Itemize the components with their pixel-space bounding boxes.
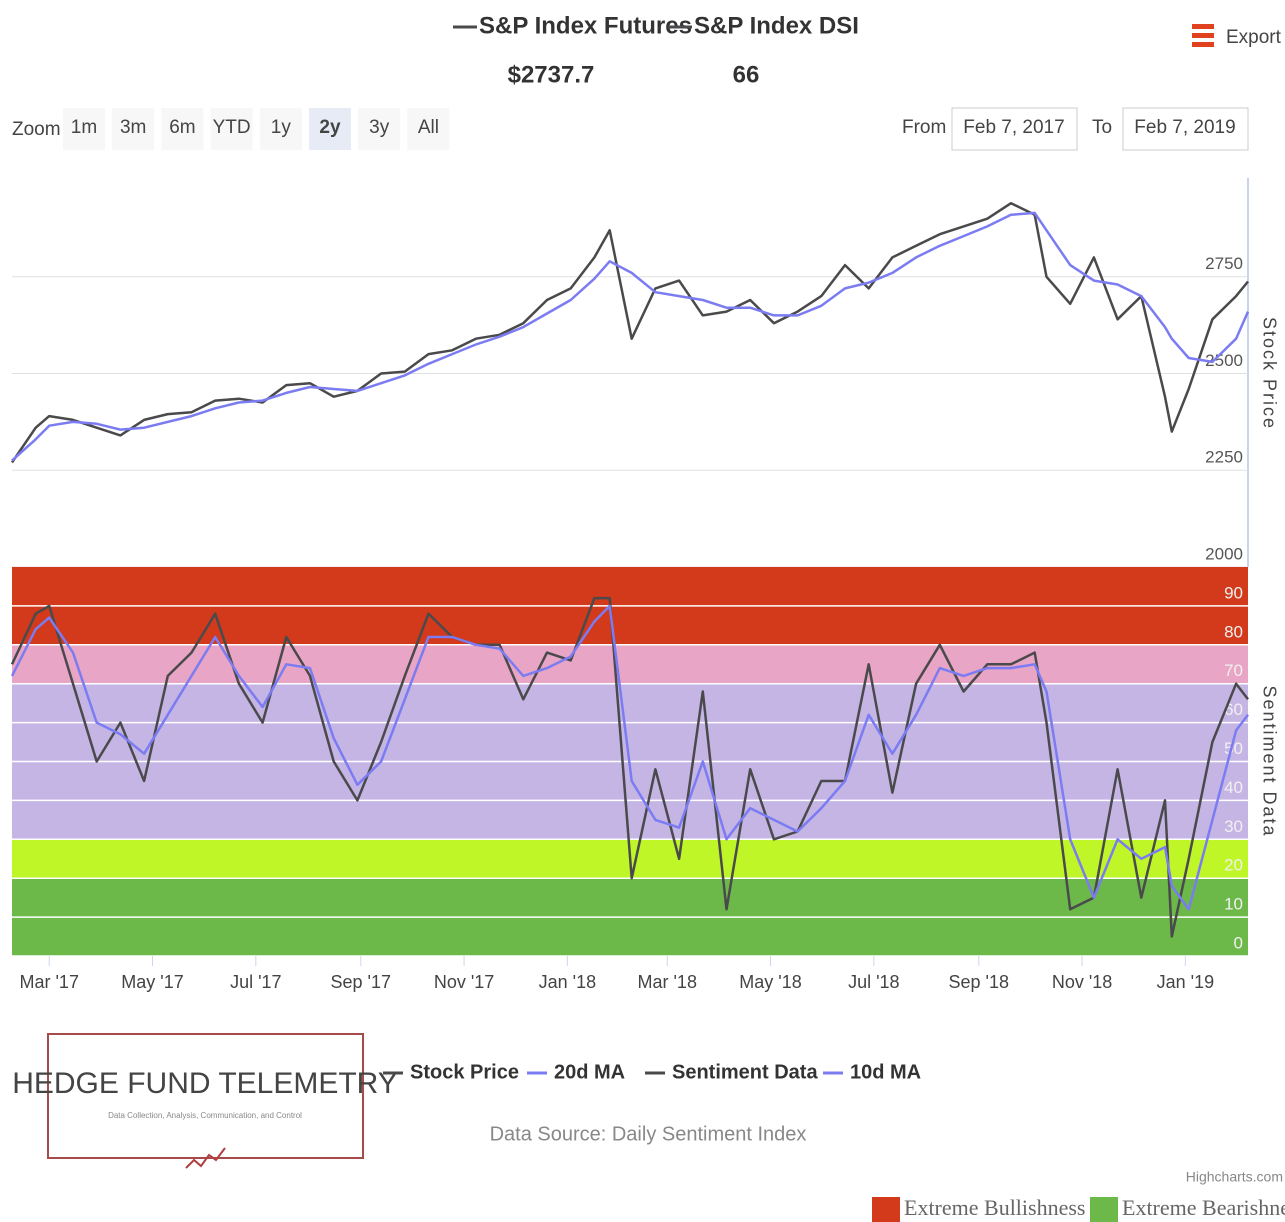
zoom-button-label: 1m <box>71 117 97 138</box>
legend-label[interactable]: 10d MA <box>850 1061 921 1083</box>
x-tick-label: Nov '17 <box>434 972 494 992</box>
zoom-button-label: 3m <box>120 117 146 138</box>
x-tick-label: Mar '17 <box>20 972 79 992</box>
logo-icon <box>185 1147 226 1169</box>
y-tick-label: 80 <box>1224 622 1243 641</box>
zoom-button-label: 3y <box>369 117 390 138</box>
header-value: $2737.7 <box>508 61 595 88</box>
export-icon <box>1192 24 1214 29</box>
export-icon <box>1192 33 1214 38</box>
export-icon <box>1192 42 1214 47</box>
y-tick-label: 20 <box>1224 856 1243 875</box>
zoom-button[interactable] <box>358 108 401 150</box>
from-label: From <box>902 117 946 138</box>
band-legend-label: Extreme Bearishness <box>1122 1195 1285 1220</box>
zoom-button[interactable] <box>161 108 204 150</box>
export-button[interactable]: Export <box>1192 24 1282 48</box>
y-tick-label: 30 <box>1224 817 1243 836</box>
header-legend-name: S&P Index Futures <box>479 12 692 39</box>
series-line <box>10 596 1249 938</box>
x-tick-label: Jan '18 <box>539 972 596 992</box>
series-line <box>10 201 1249 464</box>
credits[interactable]: Highcharts.com <box>1186 1169 1283 1185</box>
y-axis-title: Sentiment Data <box>1259 685 1279 837</box>
x-tick-label: Jul '18 <box>848 972 899 992</box>
legend-label[interactable]: Sentiment Data <box>672 1061 818 1083</box>
from-input[interactable] <box>951 107 1078 151</box>
y-tick-label: 2000 <box>1205 544 1243 563</box>
zoom-button[interactable] <box>407 108 450 150</box>
x-tick-label: Nov '18 <box>1052 972 1112 992</box>
x-tick-label: Jan '19 <box>1157 972 1214 992</box>
logo-subtitle: Data Collection, Analysis, Communication… <box>108 1111 302 1120</box>
legend-label[interactable]: 20d MA <box>554 1061 625 1083</box>
zoom-button[interactable] <box>259 108 302 150</box>
zoom-button-label: All <box>418 117 439 138</box>
y-tick-label: 2250 <box>1205 448 1243 467</box>
y-tick-label: 70 <box>1224 661 1243 680</box>
series-line <box>10 604 1249 911</box>
y-axis-title: Stock Price <box>1259 317 1279 430</box>
zoom-button-label: 2y <box>319 117 341 138</box>
from-value: Feb 7, 2017 <box>963 117 1064 138</box>
zoom-button-label: 6m <box>169 117 195 138</box>
y-tick-label: 10 <box>1224 895 1243 914</box>
plot-band <box>12 644 1248 684</box>
zoom-button[interactable] <box>112 108 155 150</box>
x-tick-label: Sep '17 <box>331 972 392 992</box>
export-label: Export <box>1226 27 1282 48</box>
legend-label[interactable]: Stock Price <box>410 1061 519 1083</box>
logo-title: HEDGE FUND TELEMETRY <box>12 1067 398 1100</box>
logo-box <box>47 1033 364 1159</box>
header-legend-name: S&P Index DSI <box>694 12 859 39</box>
zoom-button-label: YTD <box>213 117 251 138</box>
header-value: 66 <box>733 61 760 88</box>
to-label: To <box>1092 117 1112 138</box>
y-tick-label: 0 <box>1234 933 1243 952</box>
x-tick-label: Jul '17 <box>230 972 281 992</box>
x-tick-label: May '18 <box>739 972 801 992</box>
zoom-button-label: 1y <box>271 117 292 138</box>
x-tick-label: May '17 <box>121 972 183 992</box>
y-tick-label: 2750 <box>1205 254 1243 273</box>
x-tick-label: Sep '18 <box>949 972 1010 992</box>
y-tick-label: 2500 <box>1205 351 1243 370</box>
band-legend-swatch <box>1090 1197 1118 1222</box>
series-line <box>11 211 1250 462</box>
zoom-label: Zoom <box>12 119 61 140</box>
y-tick-label: 90 <box>1224 583 1243 602</box>
x-tick-label: Mar '18 <box>638 972 697 992</box>
y-tick-label: 40 <box>1224 778 1243 797</box>
to-value: Feb 7, 2019 <box>1134 117 1235 138</box>
zoom-button[interactable] <box>63 108 105 150</box>
band-legend-swatch <box>872 1197 900 1222</box>
band-legend-label: Extreme Bullishness <box>904 1195 1085 1220</box>
zoom-button[interactable] <box>309 108 351 150</box>
data-source: Data Source: Daily Sentiment Index <box>490 1123 807 1145</box>
to-input[interactable] <box>1122 107 1249 151</box>
zoom-button[interactable] <box>210 108 253 150</box>
